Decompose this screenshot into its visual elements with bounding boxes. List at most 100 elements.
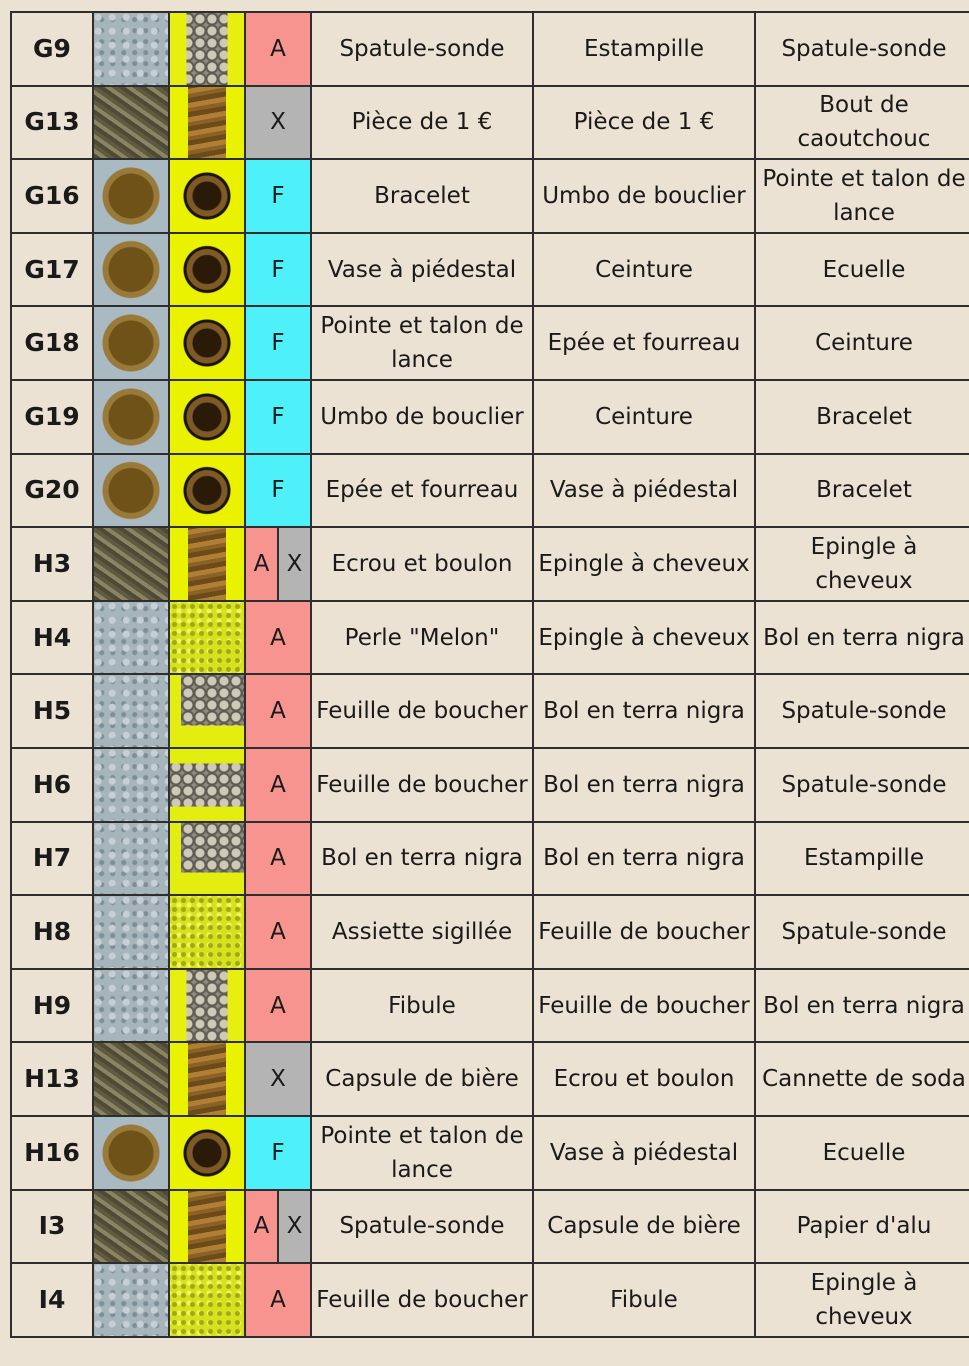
item-name: Pointe et talon de lance — [754, 158, 969, 234]
code-group: X — [247, 87, 309, 158]
tile-cell — [168, 599, 246, 676]
code-group: F — [247, 308, 309, 378]
row-id: G18 — [10, 305, 94, 381]
tile-cell — [168, 746, 246, 823]
row-id: G13 — [10, 84, 94, 161]
table-row: H4 A Perle "Melon" Epingle à cheveux Bol en … — [10, 599, 969, 676]
code-letter: A — [247, 602, 309, 673]
tile-image — [95, 749, 167, 820]
row-id: G9 — [10, 11, 94, 87]
row-id: H8 — [10, 894, 94, 970]
tile-cell — [168, 452, 246, 529]
tile-image — [171, 455, 243, 526]
tile-cell — [92, 746, 170, 823]
table-row: I4 A Feuille de boucher Fibule Epingle à che… — [10, 1262, 969, 1338]
code-letter: A — [247, 529, 277, 599]
code-cell: X — [244, 84, 312, 161]
tile-image — [171, 13, 243, 84]
item-name: Capsule de bière — [532, 1188, 756, 1265]
row-id: G20 — [10, 452, 94, 529]
code-group: A — [247, 897, 309, 967]
tile-cell — [168, 11, 246, 87]
tile-cell — [92, 305, 170, 381]
code-group: F — [247, 1117, 309, 1188]
tile-cell — [168, 231, 246, 308]
tile-image — [171, 676, 243, 746]
tile-image — [95, 602, 167, 673]
table-row: H8 A Assiette sigillée Feuille de boucher Sp… — [10, 894, 969, 970]
tile-image — [95, 13, 167, 84]
code-cell: A — [244, 967, 312, 1044]
row-id: H6 — [10, 746, 94, 823]
code-letter: F — [247, 455, 309, 526]
tile-cell — [168, 820, 246, 897]
item-name: Spatule-sonde — [310, 11, 534, 87]
item-name: Cannette de soda — [754, 1041, 969, 1117]
code-group: A — [247, 823, 309, 894]
tile-image — [171, 529, 243, 599]
code-cell: F — [244, 378, 312, 455]
tile-image — [171, 161, 243, 231]
tile-cell — [92, 599, 170, 676]
code-letter: F — [247, 161, 309, 231]
row-id: G19 — [10, 378, 94, 455]
code-group: A — [247, 602, 309, 673]
tile-image — [171, 602, 243, 673]
item-name: Pointe et talon de lance — [310, 1114, 534, 1191]
item-name: Pointe et talon de lance — [310, 305, 534, 381]
code-group: F — [247, 381, 309, 452]
code-letter: F — [247, 1117, 309, 1188]
table-row: H16 F Pointe et talon de lance Vase à piéde… — [10, 1114, 969, 1191]
table-row: G19 F Umbo de bouclier Ceinture Bracelet — [10, 378, 969, 455]
tile-cell — [92, 1041, 170, 1117]
code-letter: A — [247, 13, 309, 84]
item-name: Feuille de boucher — [532, 967, 756, 1044]
code-group: A — [247, 749, 309, 820]
item-name: Epée et fourreau — [532, 305, 756, 381]
tile-cell — [92, 526, 170, 602]
code-cell: A — [244, 894, 312, 970]
tile-image — [95, 823, 167, 894]
item-name: Bol en terra nigra — [532, 746, 756, 823]
item-name: Fibule — [310, 967, 534, 1044]
item-name: Spatule-sonde — [754, 746, 969, 823]
tile-cell — [168, 1262, 246, 1338]
tile-image — [95, 455, 167, 526]
tile-image — [171, 308, 243, 378]
row-id: H5 — [10, 673, 94, 749]
item-name: Feuille de boucher — [532, 894, 756, 970]
code-group: F — [247, 234, 309, 305]
tile-cell — [168, 305, 246, 381]
item-name: Bout de caoutchouc — [754, 84, 969, 161]
table-row: G13 X Pièce de 1 € Pièce de 1 € Bout de caou… — [10, 84, 969, 161]
table-row: H6 A Feuille de boucher Bol en terra nigra S… — [10, 746, 969, 823]
tile-cell — [92, 231, 170, 308]
code-cell: A — [244, 1262, 312, 1338]
item-name: Bracelet — [754, 378, 969, 455]
item-name: Ecuelle — [754, 231, 969, 308]
tile-cell — [168, 1114, 246, 1191]
code-letter: X — [277, 1191, 309, 1262]
item-name: Spatule-sonde — [754, 894, 969, 970]
item-name: Perle "Melon" — [310, 599, 534, 676]
code-cell: F — [244, 305, 312, 381]
tile-image — [95, 1265, 167, 1335]
row-id: G16 — [10, 158, 94, 234]
code-letter: F — [247, 234, 309, 305]
row-id: H16 — [10, 1114, 94, 1191]
tile-image — [171, 749, 243, 820]
item-name: Vase à piédestal — [310, 231, 534, 308]
tile-image — [171, 234, 243, 305]
item-name: Epingle à cheveux — [754, 1262, 969, 1338]
tile-image — [95, 970, 167, 1041]
item-name: Bol en terra nigra — [754, 599, 969, 676]
row-id: H7 — [10, 820, 94, 897]
tile-image — [95, 1191, 167, 1262]
item-name: Spatule-sonde — [754, 11, 969, 87]
tile-image — [95, 87, 167, 158]
tile-image — [95, 676, 167, 746]
